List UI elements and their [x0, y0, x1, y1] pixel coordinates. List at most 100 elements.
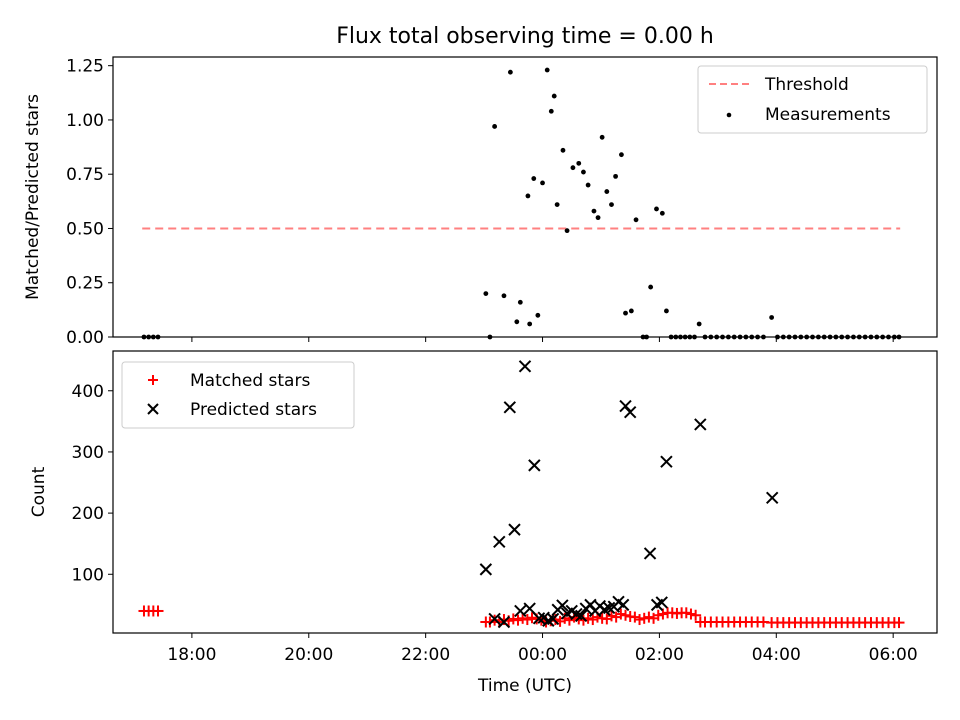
measurement-point	[544, 67, 550, 73]
matched-star-point	[893, 617, 905, 629]
predicted-star-point	[602, 601, 616, 615]
bottom-x-tick-label: 06:00	[869, 645, 918, 665]
measurement-point	[501, 293, 507, 299]
predicted-star-point	[523, 602, 536, 615]
bottom-x-axis: 18:00 20:00 22:00 00:00 02:00 04:00 06:00	[167, 633, 918, 665]
bottom-x-tick-label: 20:00	[284, 645, 333, 665]
predicted-star-point	[514, 604, 527, 618]
predicted-star-point	[518, 360, 532, 373]
predicted-star-point	[574, 609, 588, 623]
matched-star-point	[507, 613, 519, 625]
predicted-star-point	[546, 612, 560, 626]
measurements-legend-label: Measurements	[765, 105, 891, 125]
matched-star-point	[643, 611, 655, 623]
predicted-star-point	[493, 535, 506, 549]
measurement-point	[628, 308, 634, 314]
bottom-legend: Matched stars Predicted stars	[121, 361, 355, 429]
measurement-point	[659, 210, 665, 216]
bottom-y-axis: 100 200 300 400	[72, 382, 113, 585]
measurement-point	[540, 180, 545, 186]
chart-title: Flux total observing time = 0.00 h	[336, 24, 714, 49]
measurement-point	[595, 215, 601, 221]
top-y-axis-label: Matched/Predicted stars	[23, 94, 43, 300]
bottom-x-tick-label: 18:00	[167, 645, 216, 665]
top-y-tick-label: 1.25	[66, 57, 104, 77]
measurement-point	[517, 299, 523, 305]
top-y-tick-label: 0.00	[66, 328, 104, 348]
measurement-point	[576, 160, 582, 166]
matched-star-point	[615, 608, 627, 620]
measurement-point	[548, 108, 554, 114]
predicted-star-point	[694, 418, 707, 431]
predicted-star-point	[556, 599, 569, 612]
bottom-y-tick-label: 100	[72, 565, 104, 585]
top-y-tick-label: 0.25	[66, 274, 104, 294]
matched-star-point	[680, 607, 692, 619]
measurement-point	[560, 147, 566, 153]
predicted-star-point	[765, 491, 779, 505]
predicted-star-point	[655, 596, 668, 609]
measurement-point	[633, 217, 639, 223]
predicted-star-point	[616, 598, 630, 612]
measurement-point	[581, 169, 586, 175]
bottom-y-axis-label: Count	[29, 466, 49, 517]
top-y-tick-label: 1.00	[66, 111, 104, 131]
matched-star-point	[638, 612, 650, 624]
matched-star-point	[629, 611, 641, 623]
matched-star-point	[152, 605, 164, 617]
measurement-point	[604, 189, 610, 194]
measurement-point	[554, 202, 560, 207]
measurement-point	[609, 202, 614, 207]
matched-stars-legend-label: Matched stars	[190, 371, 310, 391]
top-data-layer	[141, 67, 902, 340]
bottom-y-tick-label: 400	[72, 382, 104, 402]
measurement-point	[599, 134, 605, 140]
measurement-point	[654, 206, 659, 212]
predicted-stars-legend-swatch	[147, 403, 159, 415]
measurement-point	[507, 69, 513, 75]
matched-stars-legend-swatch	[148, 375, 158, 385]
measurement-point	[648, 284, 654, 290]
measurement-point	[531, 176, 537, 181]
top-x-ticks	[191, 337, 894, 342]
measurement-point	[591, 208, 597, 214]
bottom-y-tick-label: 200	[72, 504, 104, 524]
measurement-point	[514, 319, 520, 325]
measurements-legend-swatch	[726, 112, 732, 118]
predicted-star-point	[619, 399, 632, 413]
matched-star-point	[512, 614, 524, 626]
predicted-star-point	[503, 401, 517, 414]
predicted-stars-legend-label: Predicted stars	[190, 400, 317, 420]
matched-star-point	[577, 614, 589, 626]
predicted-star-point	[623, 405, 637, 419]
measurement-point	[535, 312, 541, 318]
measurement-point	[564, 228, 570, 234]
top-legend: Threshold Measurements	[697, 65, 928, 134]
top-y-tick-label: 0.50	[66, 219, 104, 239]
bottom-x-tick-label: 00:00	[518, 645, 567, 665]
predicted-star-point	[497, 615, 511, 629]
predicted-star-point	[488, 612, 501, 626]
measurement-point	[585, 182, 591, 188]
matched-star-point	[526, 612, 538, 624]
bottom-y-tick-label: 300	[72, 443, 104, 463]
measurement-point	[623, 310, 628, 316]
bottom-panel: 100 200 300 400 18:00 20:00 22:00 00:00 02:00 04…	[29, 350, 938, 696]
matched-star-point	[587, 614, 599, 626]
matched-star-point	[620, 609, 632, 621]
predicted-star-point	[532, 612, 546, 625]
bottom-x-tick-label: 22:00	[401, 645, 450, 665]
predicted-star-point	[660, 455, 673, 468]
bottom-axes-frame	[112, 350, 938, 634]
measurement-point	[551, 93, 557, 99]
measurement-point	[527, 321, 533, 327]
bottom-x-tick-label: 04:00	[752, 645, 801, 665]
matched-star-point	[634, 614, 646, 626]
measurement-point	[664, 308, 669, 314]
measurement-point	[570, 165, 576, 171]
matched-star-point	[521, 614, 533, 626]
measurement-point	[483, 291, 489, 296]
threshold-legend-label: Threshold	[764, 75, 849, 95]
measurement-point	[492, 124, 498, 129]
